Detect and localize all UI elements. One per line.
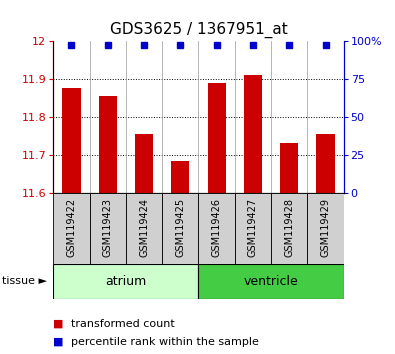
- Text: ventricle: ventricle: [244, 275, 299, 288]
- Text: ■: ■: [53, 319, 64, 329]
- Bar: [316, 134, 335, 193]
- Bar: [207, 82, 226, 193]
- Text: percentile rank within the sample: percentile rank within the sample: [71, 337, 259, 347]
- Text: GSM119427: GSM119427: [248, 198, 258, 257]
- Text: GSM119428: GSM119428: [284, 198, 294, 257]
- Text: atrium: atrium: [105, 275, 147, 288]
- Bar: [244, 75, 262, 193]
- Bar: [162, 193, 199, 264]
- Text: GSM119429: GSM119429: [320, 198, 331, 257]
- Bar: [171, 161, 190, 193]
- Bar: [135, 134, 153, 193]
- Bar: [199, 193, 235, 264]
- Text: tissue ►: tissue ►: [2, 276, 47, 286]
- Bar: [271, 193, 307, 264]
- Bar: [307, 193, 344, 264]
- Bar: [99, 96, 117, 193]
- Text: GSM119426: GSM119426: [212, 198, 222, 257]
- Text: ■: ■: [53, 337, 64, 347]
- Bar: [235, 193, 271, 264]
- Bar: [90, 193, 126, 264]
- Bar: [53, 193, 90, 264]
- Text: GSM119425: GSM119425: [175, 198, 185, 257]
- Text: GSM119424: GSM119424: [139, 198, 149, 257]
- Text: GSM119422: GSM119422: [66, 198, 77, 257]
- Title: GDS3625 / 1367951_at: GDS3625 / 1367951_at: [110, 22, 288, 38]
- Bar: [126, 193, 162, 264]
- Bar: [62, 88, 81, 193]
- Text: GSM119423: GSM119423: [103, 198, 113, 257]
- Bar: [53, 264, 199, 299]
- Bar: [280, 143, 298, 193]
- Bar: [199, 264, 344, 299]
- Text: transformed count: transformed count: [71, 319, 175, 329]
